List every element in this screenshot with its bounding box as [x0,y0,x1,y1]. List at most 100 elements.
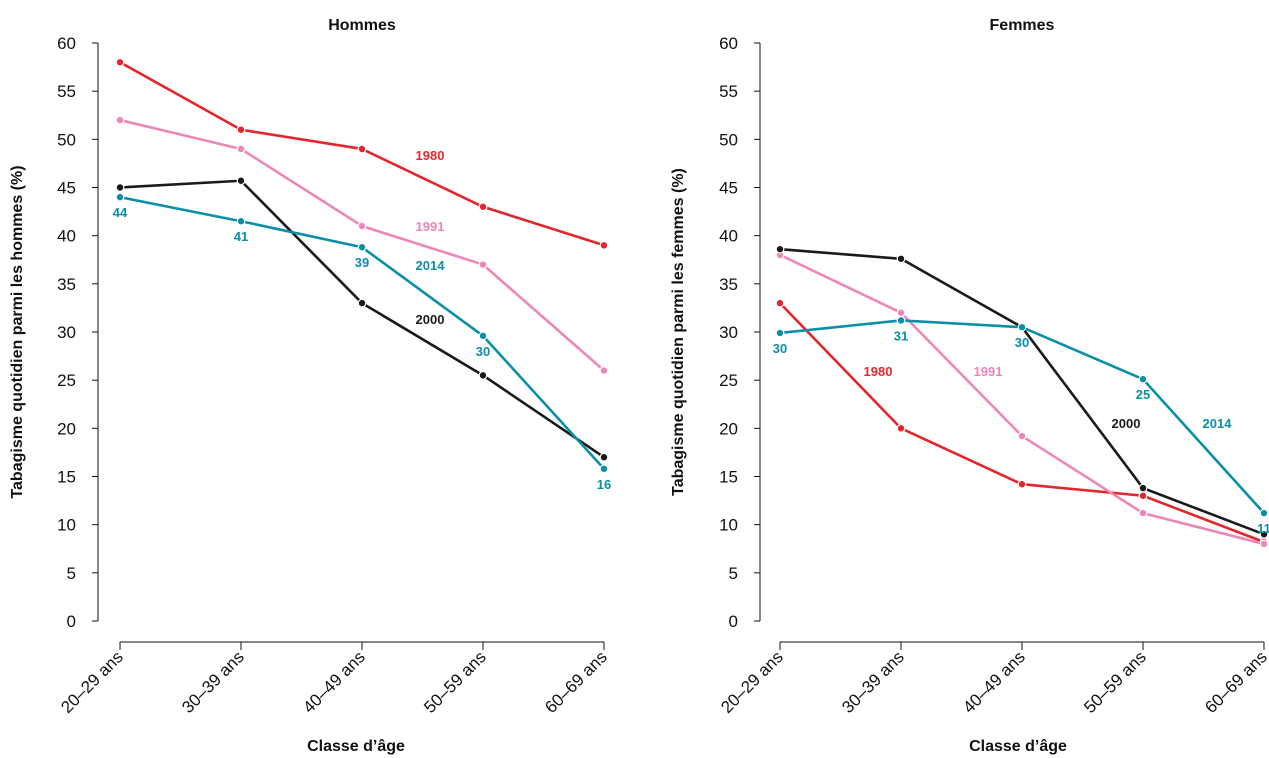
data-point-1980 [116,58,124,66]
data-point-2000 [358,299,366,307]
data-point-2014 [116,193,124,201]
point-value-label: 30 [1015,335,1029,350]
y-tick-label: 10 [719,516,738,535]
x-tick-label: 20–29 ans [717,647,787,717]
y-tick-label: 5 [729,564,738,583]
point-value-label: 25 [1136,387,1150,402]
chart-panel-1: Hommes 0 5 10 15 20 25 30 35 40 45 50 55 60 20–29 ans 3… [9,17,611,755]
x-tick-label: 60–69 ans [1201,647,1269,717]
x-tick-label: 40–49 ans [299,647,369,717]
y-tick-label: 40 [57,227,76,246]
data-point-2000 [776,245,784,253]
x-tick-label: 60–69 ans [541,647,611,717]
x-axis-label: Classe d’âge [307,738,405,755]
y-tick-label: 60 [719,34,738,53]
series-label-1991: 1991 [974,364,1003,379]
y-tick-label: 30 [719,323,738,342]
y-axis-label: Tabagisme quotidien parmi les hommes (%) [9,165,26,498]
y-tick-label: 40 [719,227,738,246]
y-tick-label: 5 [67,564,76,583]
point-value-label: 41 [234,229,248,244]
series-line-1980 [120,62,604,245]
chart-panel-2: Femmes 0 5 10 15 20 25 30 35 40 45 50 55 60 20–29 ans 3… [670,17,1269,755]
data-point-1991 [358,222,366,230]
x-tick-label: 20–29 ans [57,647,127,717]
data-point-2000 [600,453,608,461]
y-tick-label: 50 [57,130,76,149]
data-point-1980 [1018,480,1026,488]
data-point-1991 [600,367,608,375]
data-point-2000 [897,255,905,263]
y-tick-label: 45 [57,179,76,198]
y-axis-label: Tabagisme quotidien parmi les femmes (%) [670,168,687,496]
data-point-1980 [776,299,784,307]
y-tick-label: 50 [719,130,738,149]
y-tick-label: 10 [57,516,76,535]
y-tick-label: 0 [729,612,738,631]
y-tick-label: 0 [67,612,76,631]
data-point-2014 [1139,375,1147,383]
data-point-2014 [237,217,245,225]
series-line-2014 [120,197,604,469]
point-value-label: 31 [894,328,908,343]
data-point-2014 [358,243,366,251]
y-tick-label: 35 [719,275,738,294]
x-axis-label: Classe d’âge [969,738,1067,755]
chart-title: Hommes [328,17,396,34]
x-tick-label: 30–39 ans [178,647,248,717]
data-point-2000 [237,177,245,185]
series-label-2000: 2000 [416,312,445,327]
data-point-1991 [1018,432,1026,440]
data-point-1980 [479,203,487,211]
data-point-2014 [1260,509,1268,517]
data-point-1980 [237,126,245,134]
point-value-label: 16 [597,477,611,492]
data-point-2014 [897,317,905,325]
y-tick-label: 35 [57,275,76,294]
series-label-2014: 2014 [416,258,446,273]
data-point-2014 [600,465,608,473]
point-value-label: 30 [476,344,490,359]
data-point-1980 [897,425,905,433]
series-label-1991: 1991 [416,219,445,234]
series-label-1980: 1980 [864,364,893,379]
x-tick-label: 50–59 ans [420,647,490,717]
series-line-1991 [780,255,1264,544]
y-tick-label: 15 [719,468,738,487]
y-tick-label: 15 [57,468,76,487]
data-point-2014 [479,332,487,340]
x-tick-label: 40–49 ans [959,647,1029,717]
data-point-1991 [1260,540,1268,548]
data-point-2000 [1139,484,1147,492]
data-point-2000 [116,184,124,192]
x-tick-label: 50–59 ans [1080,647,1150,717]
data-point-1991 [897,309,905,317]
chart-title: Femmes [990,17,1055,34]
y-tick-label: 25 [57,371,76,390]
data-point-1991 [479,261,487,269]
x-tick-label: 30–39 ans [838,647,908,717]
data-point-2000 [479,372,487,380]
point-value-label: 11 [1257,521,1269,536]
series-line-2000 [780,249,1264,534]
y-tick-label: 30 [57,323,76,342]
data-point-2014 [1018,323,1026,331]
data-point-1980 [358,145,366,153]
y-tick-label: 20 [57,419,76,438]
data-point-1991 [1139,509,1147,517]
point-value-label: 44 [113,205,128,220]
series-label-2000: 2000 [1112,416,1141,431]
y-tick-label: 55 [719,82,738,101]
y-tick-label: 55 [57,82,76,101]
y-tick-label: 20 [719,419,738,438]
data-point-1980 [600,242,608,250]
point-value-label: 39 [355,255,369,270]
y-tick-label: 25 [719,371,738,390]
y-tick-label: 60 [57,34,76,53]
series-label-2014: 2014 [1203,416,1233,431]
data-point-1991 [237,145,245,153]
point-value-label: 30 [773,341,787,356]
series-label-1980: 1980 [416,148,445,163]
y-tick-label: 45 [719,179,738,198]
